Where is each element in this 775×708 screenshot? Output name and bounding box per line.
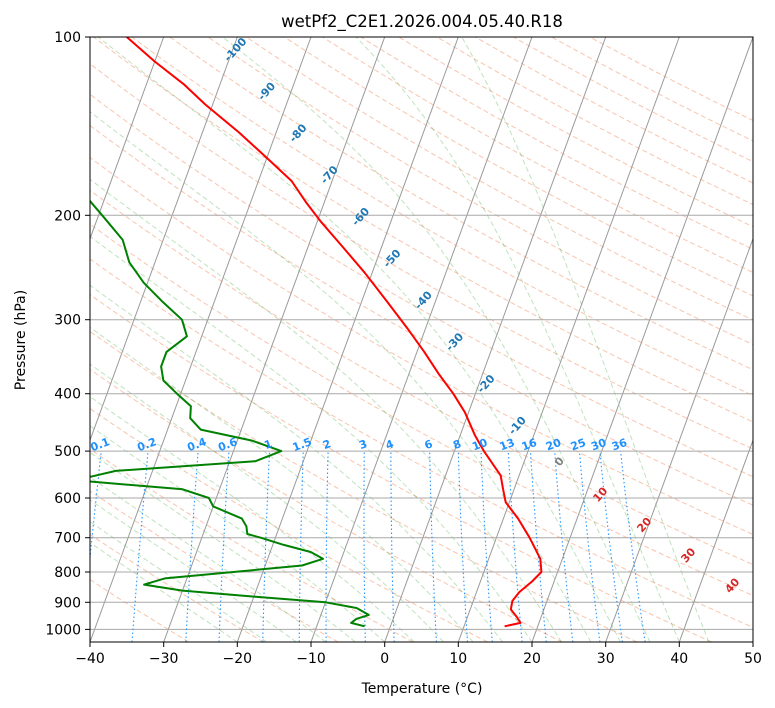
mixing-ratio-label: 20: [544, 436, 563, 454]
mixing-ratio-label: 0.6: [216, 435, 239, 454]
y-tick-label: 600: [54, 491, 81, 507]
x-tick-label: −10: [296, 651, 326, 667]
mixing-ratio-label: 13: [498, 436, 517, 453]
isotherm-line: [90, 37, 238, 442]
dry-adiabat-line: [90, 63, 753, 450]
dry-adiabat-line: [90, 368, 563, 642]
mixing-ratio-label: 36: [610, 436, 629, 454]
dry-adiabat-line: [90, 330, 638, 642]
chart-title: wetPf2_C2E1.2026.004.05.40.R18: [281, 12, 563, 32]
moist-adiabat-line: [90, 363, 444, 642]
moist-adiabat-line: [90, 499, 297, 642]
axes: −40 −30 −20 −10 0 10 20 30 40 5010020030040050060…: [45, 30, 762, 667]
moist-adiabat-line: [90, 396, 415, 642]
dry-adiabat-line: [90, 156, 753, 536]
dry-adiabat-line: [90, 124, 753, 506]
mixing-ratio-label: 0.1: [89, 435, 112, 454]
mixing-ratio-label: 1.5: [291, 435, 314, 454]
x-tick-label: 20: [523, 651, 541, 667]
moist-adiabat-line: [90, 284, 503, 642]
y-tick-label: 300: [54, 313, 81, 329]
isotherm-line: [163, 37, 386, 642]
mixing-ratio-line: [554, 451, 574, 642]
moist-adiabat-line: [90, 542, 238, 642]
y-tick-label: 700: [54, 531, 81, 547]
mixing-ratio-line: [620, 451, 646, 642]
x-tick-label: 30: [597, 651, 615, 667]
moist-adiabat-line: [355, 37, 680, 642]
mixing-ratio-label: 16: [520, 436, 539, 454]
moist-adiabat-line: [90, 521, 268, 642]
mixing-ratio-label: 25: [569, 436, 588, 453]
y-tick-label: 1000: [45, 622, 81, 638]
mixing-ratio-line: [529, 451, 547, 642]
profiles: [90, 37, 543, 628]
mixing-ratio-line: [599, 451, 623, 642]
x-tick-label: 50: [744, 651, 762, 667]
dry-adiabat-line: [90, 294, 712, 642]
isotherm-line: [457, 37, 680, 642]
dry-adiabat-line: [90, 223, 753, 597]
moist-adiabat-line: [97, 37, 621, 642]
mixing-ratio-line: [578, 451, 601, 642]
mixing-ratio-line: [131, 451, 149, 642]
y-tick-label: 900: [54, 595, 81, 611]
mixing-ratio-line: [507, 451, 523, 642]
moist-adiabat-line: [90, 326, 474, 642]
mixing-ratio-label: 6: [423, 437, 435, 452]
mixing-ratio-label: 1: [262, 437, 274, 452]
mixing-ratio-line: [90, 451, 102, 563]
x-tick-label: 40: [670, 651, 688, 667]
x-tick-label: −20: [223, 651, 253, 667]
mixing-ratio-label: 2: [321, 437, 333, 452]
dry-adiabat-line: [245, 37, 753, 321]
dry-adiabat-line: [90, 407, 488, 642]
y-tick-label: 400: [54, 387, 81, 403]
moist-adiabat-line: [90, 235, 533, 642]
mixing-ratio-label: 8: [451, 437, 463, 452]
x-tick-label: 10: [449, 651, 467, 667]
mixing-ratio-label: 10: [470, 436, 489, 454]
isotherm-line: [90, 37, 165, 241]
moist-adiabat-line: [90, 111, 592, 642]
moist-adiabat-line: [90, 178, 562, 642]
moist-adiabat-line: [90, 425, 386, 642]
isotherm-line: [605, 237, 753, 642]
mixing-ratio-label: 3: [357, 437, 369, 452]
dewpoint-profile-line: [90, 199, 370, 628]
x-axis-title: Temperature (°C): [361, 681, 483, 697]
moist-adiabat-line: [222, 37, 651, 642]
y-tick-label: 800: [54, 565, 81, 581]
isotherm-line: [678, 438, 753, 642]
x-tick-label: 0: [380, 651, 389, 667]
dry-adiabat-line: [90, 533, 264, 642]
moist-adiabat-line: [461, 37, 710, 642]
mixing-ratio-label: 0.2: [136, 435, 159, 454]
plot-frame: [89, 36, 754, 643]
temperature-profile-line: [126, 37, 543, 628]
isotherm-line: [531, 37, 753, 642]
x-tick-label: −40: [75, 651, 105, 667]
dry-adiabat-line: [284, 37, 753, 297]
isotherm-line: [90, 37, 312, 642]
dry-adiabat-line: [90, 258, 753, 628]
isotherm-line: [384, 37, 607, 642]
y-axis-title: Pressure (hPa): [13, 290, 29, 390]
mixing-ratio-label: 0.4: [186, 435, 209, 454]
mixing-ratio-label: 30: [589, 436, 608, 454]
mixing-ratio-label: 4: [384, 437, 396, 452]
y-tick-label: 200: [54, 208, 81, 224]
dry-adiabat-line: [93, 37, 753, 423]
x-tick-label: −30: [149, 651, 179, 667]
y-tick-label: 100: [54, 30, 81, 46]
y-tick-label: 500: [54, 444, 81, 460]
isotherm-line: [310, 37, 533, 642]
